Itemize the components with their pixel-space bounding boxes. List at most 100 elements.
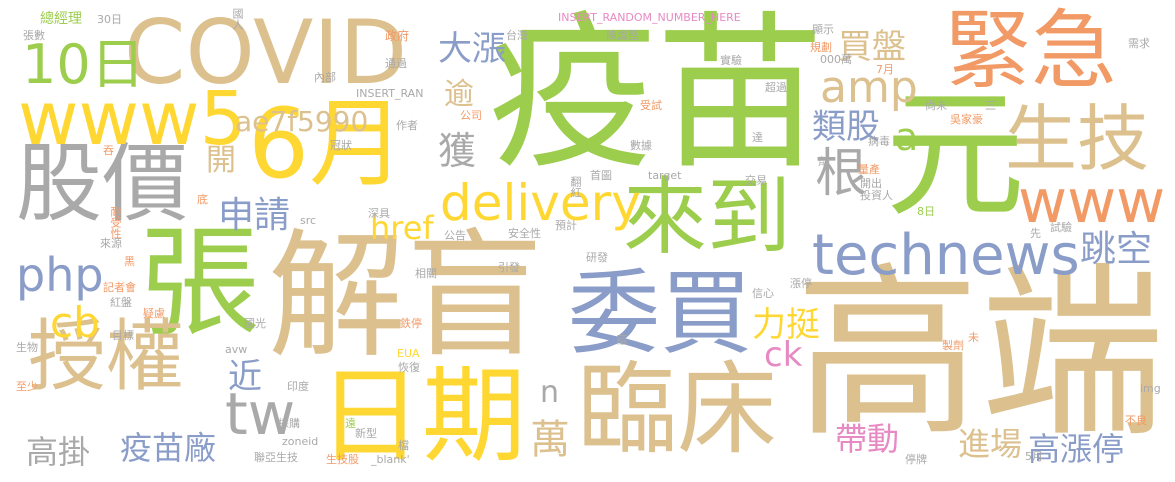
word-small: 相關 — [415, 267, 437, 280]
word-small: 停牌 — [905, 453, 927, 466]
word-small: 恢復 — [398, 361, 420, 374]
word-small: 國人 — [231, 8, 244, 30]
word-small: 30日 — [97, 13, 122, 26]
word-yimiao: 疫苗 — [488, 0, 824, 192]
word-10ri: 10日 — [22, 33, 145, 96]
word-small: 藴 — [615, 334, 628, 345]
word-small: 開出 — [860, 177, 882, 190]
word-cb: cb — [50, 298, 100, 347]
word-small: 劑 — [818, 155, 829, 168]
word-small: 實驗 — [720, 54, 742, 67]
word-small: 公告 — [444, 229, 466, 242]
word-small: 達 — [752, 131, 763, 144]
word-php: php — [16, 248, 104, 302]
word-shengji: 生技 — [1005, 97, 1150, 181]
word-dazhang: 大漲 — [438, 29, 506, 69]
word-small: 需求 — [1128, 37, 1150, 50]
word-maipan: 買盤 — [838, 27, 906, 67]
word-small: 通過 — [385, 57, 407, 70]
word-small: 7月 — [876, 63, 894, 76]
word-small: 冠狀 — [330, 139, 352, 152]
word-small: 深具 — [368, 207, 390, 220]
word-small: 作者 — [396, 119, 418, 132]
word-small: INSERT_RANDOM_NUMBER_HERE — [558, 11, 741, 24]
word-small: 鉄停 — [400, 317, 422, 330]
word-gaogua: 高掛 — [26, 433, 91, 471]
word-yimiaochang: 疫苗廠 — [120, 429, 217, 467]
word-small: 不良 — [1125, 414, 1147, 427]
word-small: 首圖 — [590, 169, 612, 182]
word-small: 生技股 — [326, 453, 359, 466]
word-jinchang: 進場 — [958, 425, 1023, 463]
word-small: 病毒 — [868, 135, 890, 148]
word-small: 吞 — [103, 144, 114, 157]
word-small: EUA — [397, 347, 420, 360]
word-shenqing: 申請 — [218, 195, 291, 236]
word-small: 記者會 — [103, 281, 136, 294]
word-small: 總經理 — [40, 11, 82, 27]
word-shouquan: 授權 — [28, 312, 185, 402]
word-small: 陳燦堅 — [606, 29, 639, 42]
word-small: 新型 — [355, 427, 377, 440]
word-small: 底 — [197, 193, 208, 206]
word-small: 投資人 — [860, 189, 893, 202]
word-small: 先 — [1030, 227, 1041, 240]
word-yu: 逾 — [444, 77, 474, 112]
word-small: 耐受性 — [109, 206, 122, 239]
word-small: 8日 — [917, 205, 935, 218]
word-jinji: 緊急 — [945, 1, 1117, 101]
word-6yue: 6月 — [248, 88, 406, 200]
word-small: 交易 — [745, 174, 767, 187]
word-small: 翻紅 — [569, 176, 582, 198]
word-small: 漲停 — [790, 277, 812, 290]
word-liting: 力挺 — [752, 305, 820, 345]
word-amp: amp — [820, 62, 918, 113]
word-technews: technews — [812, 223, 1080, 288]
word-small: 製劑 — [942, 339, 964, 352]
word-kai: 開 — [206, 143, 236, 178]
word-tw: tw — [225, 380, 296, 448]
word-small: zoneid — [282, 435, 319, 448]
word-huo: 獲 — [438, 129, 477, 173]
word-small: 顯示 — [812, 23, 834, 36]
word-laidao: 來到 — [623, 168, 792, 266]
word-gaoduan: 高端 — [795, 246, 1165, 462]
word-small: INSERT_RAN — [356, 87, 424, 100]
word-gen: 根 — [815, 144, 868, 204]
word-daidong: 帶動 — [835, 420, 900, 458]
word-small: target — [648, 169, 682, 182]
word-small: 試驗 — [1050, 221, 1072, 234]
word-small: 數據 — [630, 139, 652, 152]
word-small: 採購 — [278, 417, 300, 430]
word-small: avw — [225, 343, 248, 356]
word-a: a — [895, 115, 919, 159]
word-small: 引發 — [498, 261, 520, 274]
word-yuan: 元 — [885, 74, 1026, 237]
word-small: 三 — [985, 99, 996, 112]
word-small: 目標 — [112, 329, 134, 342]
word-small: 預計 — [555, 219, 577, 232]
word-ck: ck — [764, 335, 803, 375]
word-www: www — [1018, 167, 1166, 237]
word-small: 吳家豪 — [950, 113, 983, 126]
word-small: 000萬 — [820, 53, 852, 66]
word-small: 黑 — [124, 255, 135, 268]
word-small: 安全性 — [508, 227, 541, 240]
word-small: src — [300, 214, 317, 227]
word-small: 至少 — [16, 380, 38, 393]
word-covid: COVID — [124, 1, 408, 104]
word-small: 5月 — [1025, 450, 1043, 463]
word-small: 張數 — [23, 29, 45, 42]
word-small: 受試 — [640, 99, 662, 112]
word-small: 印度 — [287, 380, 309, 393]
word-small: 來源 — [100, 237, 122, 250]
word-small: 尚未 — [925, 99, 947, 112]
word-gujia: 股價 — [16, 134, 188, 234]
word-small: 疑慮 — [143, 307, 165, 320]
word-n: n — [540, 375, 560, 410]
word-linchuang: 臨床 — [577, 351, 777, 468]
word-href: href — [370, 209, 434, 247]
word-small: 超過 — [765, 81, 787, 94]
word-small: _blank' — [371, 453, 410, 466]
